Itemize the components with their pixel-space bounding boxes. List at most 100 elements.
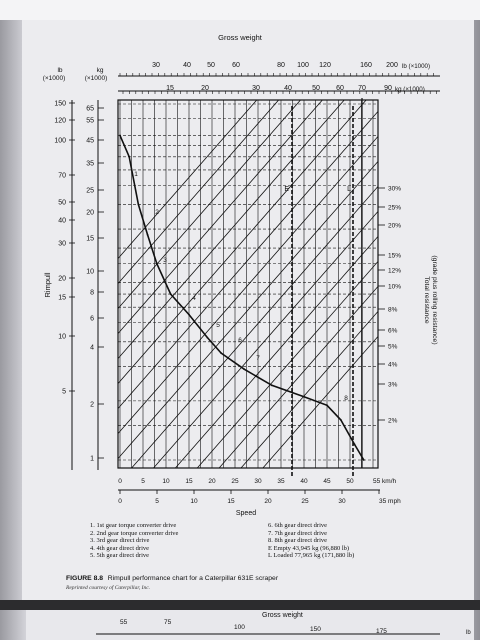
- next-page-axis: [96, 633, 440, 635]
- gear-marker: 3: [163, 257, 167, 264]
- next-page: [26, 610, 474, 640]
- speed-kmh-tick: 5: [141, 478, 145, 485]
- gross-weight-lb-tick: 80: [277, 62, 285, 69]
- resistance-line: [218, 285, 378, 468]
- resistance-tick: 20%: [388, 223, 401, 230]
- resistance-axis-label: (grade plus rolling resistance): [431, 255, 438, 344]
- figure-caption: Rimpull performance chart for a Caterpil…: [107, 575, 279, 582]
- resistance-line: [118, 160, 378, 460]
- curve-point: [169, 293, 172, 295]
- diagonal-group: [118, 100, 378, 468]
- resistance-line: [118, 110, 378, 410]
- gross-weight-lb-tick: 30: [152, 62, 160, 69]
- figure-credit: Reprinted courtesy of Caterpillar, Inc.: [66, 585, 151, 591]
- gross-weight-lb-tick: 60: [232, 62, 240, 69]
- resistance-axis-label: Total resistance: [423, 276, 430, 323]
- rimpull-kg-tick: 6: [90, 316, 94, 323]
- curve-point: [206, 336, 209, 339]
- next-page-title: Gross weight: [262, 612, 303, 619]
- curve-point: [270, 384, 273, 387]
- rimpull-lb-tick: 15: [58, 295, 66, 302]
- speed-kmh-tick: 55 km/h: [373, 478, 397, 485]
- gross-weight-kg-tick: 30: [252, 85, 260, 92]
- resistance-tick: 4%: [388, 362, 398, 369]
- rimpull-lb-tick: 50: [58, 200, 66, 207]
- speed-kmh-tick: 45: [323, 478, 331, 485]
- next-page-tick: 75: [164, 619, 172, 626]
- resistance-line: [196, 260, 378, 468]
- resistance-tick: 3%: [388, 382, 398, 389]
- speed-mph-tick: 30: [338, 498, 346, 505]
- curve-point: [188, 313, 190, 316]
- resistance-line: [262, 335, 378, 468]
- resistance-line: [240, 310, 378, 468]
- rimpull-lb-tick: 20: [58, 276, 66, 283]
- next-page-tick: 175: [376, 628, 387, 635]
- gross-weight-lb-tick: 50: [207, 62, 215, 69]
- loaded-marker: L: [347, 186, 351, 193]
- resistance-line: [174, 235, 378, 468]
- gross-weight-kg-tick: 50: [312, 85, 320, 92]
- legend-left: 1. 1st gear torque converter drive 2. 2n…: [90, 522, 178, 560]
- rimpull-kg-tick: 2: [90, 402, 94, 409]
- empty-marker: E: [284, 186, 289, 193]
- rimpull-kg-tick: 35: [86, 161, 94, 168]
- speed-kmh-tick: 20: [208, 478, 216, 485]
- curve-point: [339, 419, 342, 421]
- resistance-line: [118, 100, 280, 285]
- speed-kmh-tick: 50: [346, 478, 354, 485]
- gross-weight-kg-unit: kg (×1000): [395, 86, 425, 93]
- speed-mph-tick: 0: [118, 498, 122, 505]
- resistance-line: [118, 100, 258, 260]
- resistance-tick: 30%: [388, 186, 401, 193]
- curve-point: [155, 262, 158, 265]
- speed-axis-label: Speed: [236, 510, 256, 517]
- curve-point: [362, 459, 365, 461]
- speed-kmh-tick: 40: [300, 478, 308, 485]
- speed-kmh-tick: 15: [185, 478, 193, 485]
- rimpull-axis-label: Rimpull: [43, 272, 52, 297]
- rimpull-kg-tick: 15: [86, 236, 94, 243]
- rimpull-kg-tick: 65: [86, 106, 94, 113]
- resistance-tick: 8%: [388, 307, 398, 314]
- speed-kmh-tick: 0: [118, 478, 122, 485]
- legend-right: 6. 6th gear direct drive 7. 7th gear dir…: [268, 522, 354, 560]
- page-gap: [0, 600, 480, 610]
- figure-caption-line: FIGURE 8.8 Rimpull performance chart for…: [66, 575, 278, 582]
- rimpull-kg-header: (×1000): [85, 75, 108, 82]
- curve-point: [220, 352, 223, 355]
- rimpull-lb-tick: 10: [58, 334, 66, 341]
- gear-marker: 5: [216, 322, 220, 329]
- curve-point: [146, 234, 149, 236]
- gross-weight-lb-tick: 40: [183, 62, 191, 69]
- gear-marker: 6: [238, 337, 242, 344]
- gear-marker: 1: [134, 171, 138, 178]
- next-page-tick: 55: [120, 619, 128, 626]
- curve-point: [353, 443, 356, 446]
- curve-point: [137, 203, 140, 206]
- speed-mph-tick: 20: [264, 498, 272, 505]
- legend-item: 5. 5th gear direct drive: [90, 552, 150, 560]
- gear-marker: 4: [192, 295, 196, 302]
- gear-marker: 2: [155, 209, 159, 216]
- resistance-line: [152, 210, 378, 468]
- gear-marker: 7: [256, 355, 260, 362]
- speed-mph-tick: 25: [301, 498, 309, 505]
- speed-kmh-tick: 35: [277, 478, 285, 485]
- rimpull-kg-tick: 20: [86, 210, 94, 217]
- curve-point: [326, 404, 328, 407]
- speed-mph-tick: 10: [190, 498, 198, 505]
- resistance-tick: 10%: [388, 284, 401, 291]
- speed-mph-tick: 5: [155, 498, 159, 505]
- rimpull-lb-header: lb: [57, 67, 62, 74]
- resistance-line: [118, 100, 367, 385]
- legend-item: 8. 8th gear direct drive: [268, 537, 328, 545]
- gross-weight-lb-tick: 160: [360, 62, 372, 69]
- rimpull-lb-tick: 40: [58, 218, 66, 225]
- next-page-unit: lb: [466, 630, 471, 636]
- legend-item: 6. 6th gear direct drive: [268, 522, 328, 529]
- chart-grid: [118, 100, 378, 468]
- gross-weight-kg-tick: 60: [336, 85, 344, 92]
- next-page-tick: 150: [310, 626, 321, 633]
- resistance-tick: 12%: [388, 268, 401, 275]
